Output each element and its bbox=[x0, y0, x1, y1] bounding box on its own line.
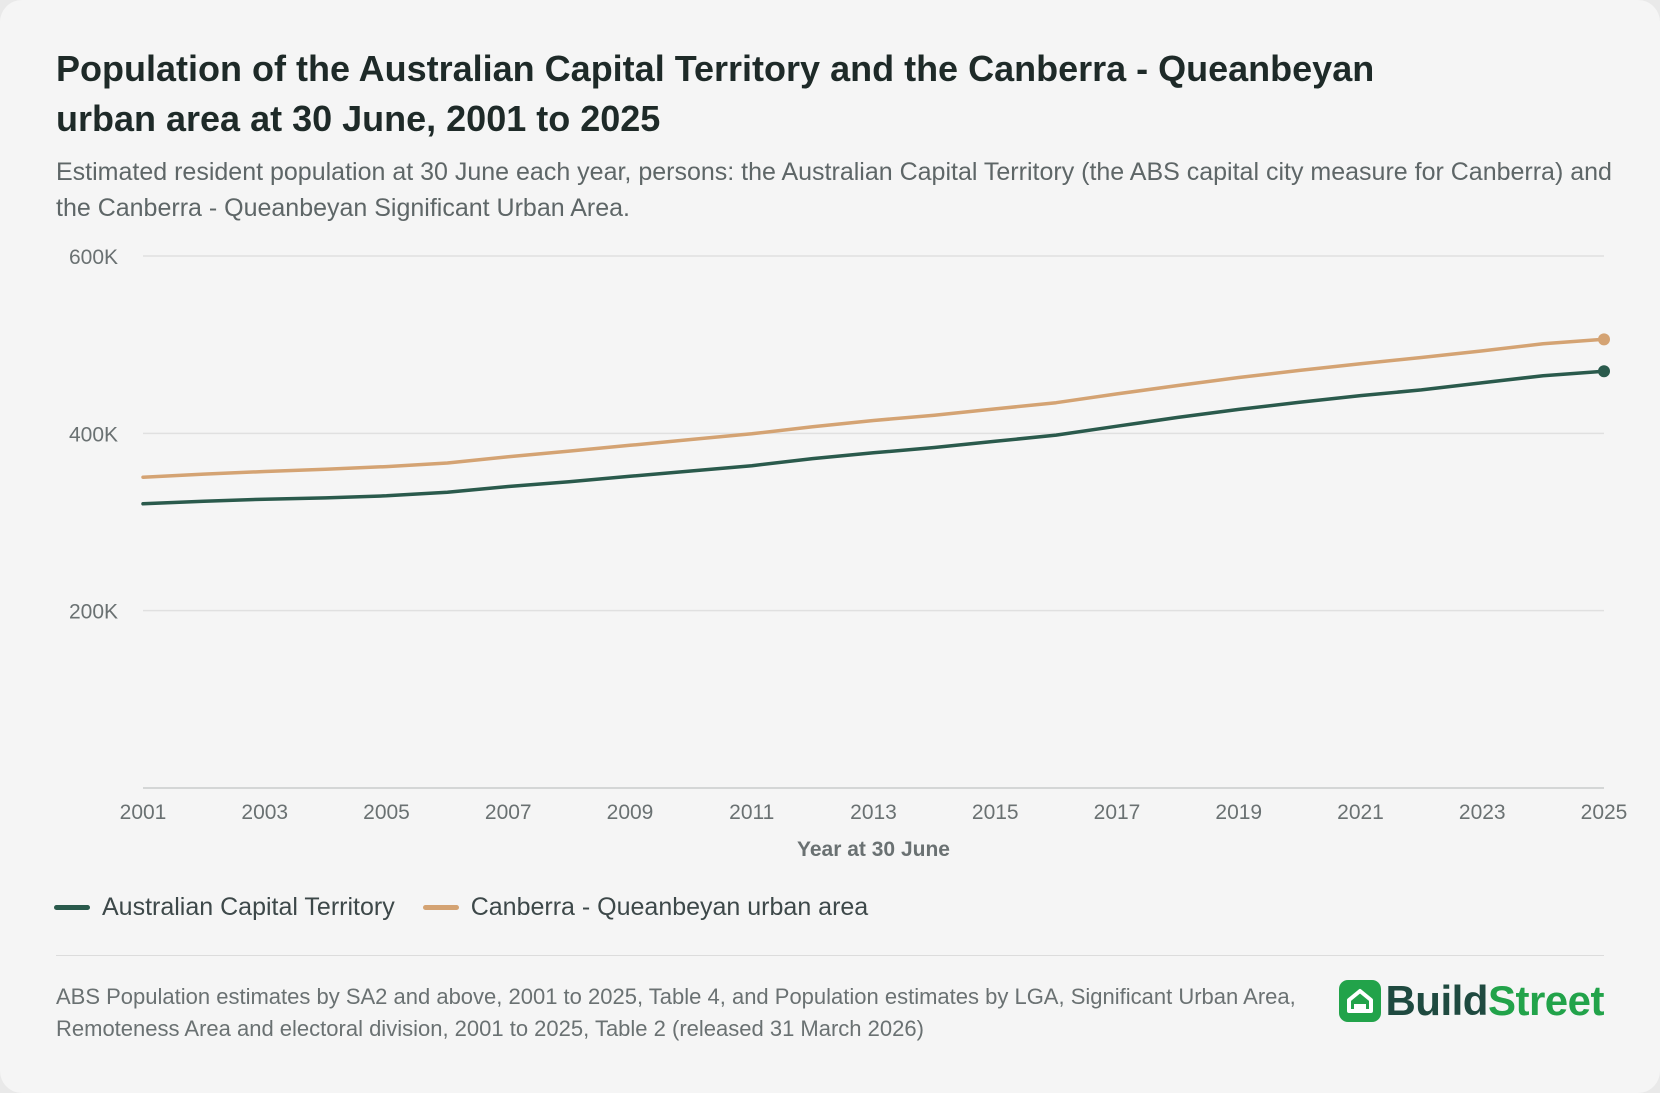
legend-swatch-canberra-queanbeyan bbox=[422, 905, 459, 910]
end-point-act bbox=[1598, 365, 1610, 378]
x-tick-label: 2003 bbox=[241, 801, 288, 824]
source-note: ABS Population estimates by SA2 and abov… bbox=[56, 984, 1296, 1041]
series-lines bbox=[141, 333, 1610, 506]
brand-text-build: Build bbox=[1385, 977, 1488, 1024]
x-tick-label: 2025 bbox=[1581, 801, 1628, 824]
legend-label-canberra-queanbeyan: Canberra - Queanbeyan urban area bbox=[470, 893, 869, 921]
x-tick-label: 2001 bbox=[120, 801, 167, 824]
brand-text-street: Street bbox=[1487, 977, 1605, 1024]
x-tick-label: 2009 bbox=[607, 801, 654, 824]
y-tick-label: 200K bbox=[69, 601, 118, 624]
x-tick-label: 2023 bbox=[1459, 801, 1506, 824]
chart-subtitle: Estimated resident population at 30 June… bbox=[56, 158, 1612, 222]
legend-label-act: Australian Capital Territory bbox=[102, 893, 395, 921]
footer-divider bbox=[56, 955, 1604, 956]
y-tick-label: 400K bbox=[69, 423, 118, 446]
x-tick-label: 2021 bbox=[1337, 801, 1384, 824]
x-axis-title: Year at 30 June bbox=[797, 838, 950, 861]
x-tick-label: 2019 bbox=[1215, 801, 1262, 824]
x-tick-label: 2007 bbox=[485, 801, 532, 824]
series-line-canberra-queanbeyan bbox=[141, 337, 1606, 479]
brand-logo: BuildStreet bbox=[1339, 977, 1605, 1024]
x-tick-label: 2017 bbox=[1094, 801, 1141, 824]
y-tick-label: 600K bbox=[69, 246, 118, 269]
axis-labels: 200K 400K 600K 2001 2003 2005 2007 2009 2011 2013… bbox=[69, 246, 1627, 861]
line-chart: 200K 400K 600K 2001 2003 2005 2007 2009 2011 2013… bbox=[69, 246, 1627, 861]
x-tick-label: 2011 bbox=[729, 801, 774, 824]
house-icon bbox=[1339, 980, 1382, 1022]
legend-swatch-act bbox=[54, 905, 90, 910]
x-tick-label: 2015 bbox=[972, 801, 1019, 824]
legend-item-act: Australian Capital Territory bbox=[54, 893, 395, 922]
legend-item-canberra-queanbeyan: Canberra - Queanbeyan urban area bbox=[422, 893, 869, 922]
grid-lines bbox=[143, 255, 1604, 612]
series-line-act bbox=[141, 369, 1606, 506]
legend: Australian Capital Territory Canberra - … bbox=[54, 893, 896, 922]
chart-title: Population of the Australian Capital Ter… bbox=[56, 48, 1375, 139]
x-tick-label: 2005 bbox=[363, 801, 410, 824]
end-point-canberra-queanbeyan bbox=[1598, 333, 1610, 346]
x-tick-label: 2013 bbox=[850, 801, 897, 824]
